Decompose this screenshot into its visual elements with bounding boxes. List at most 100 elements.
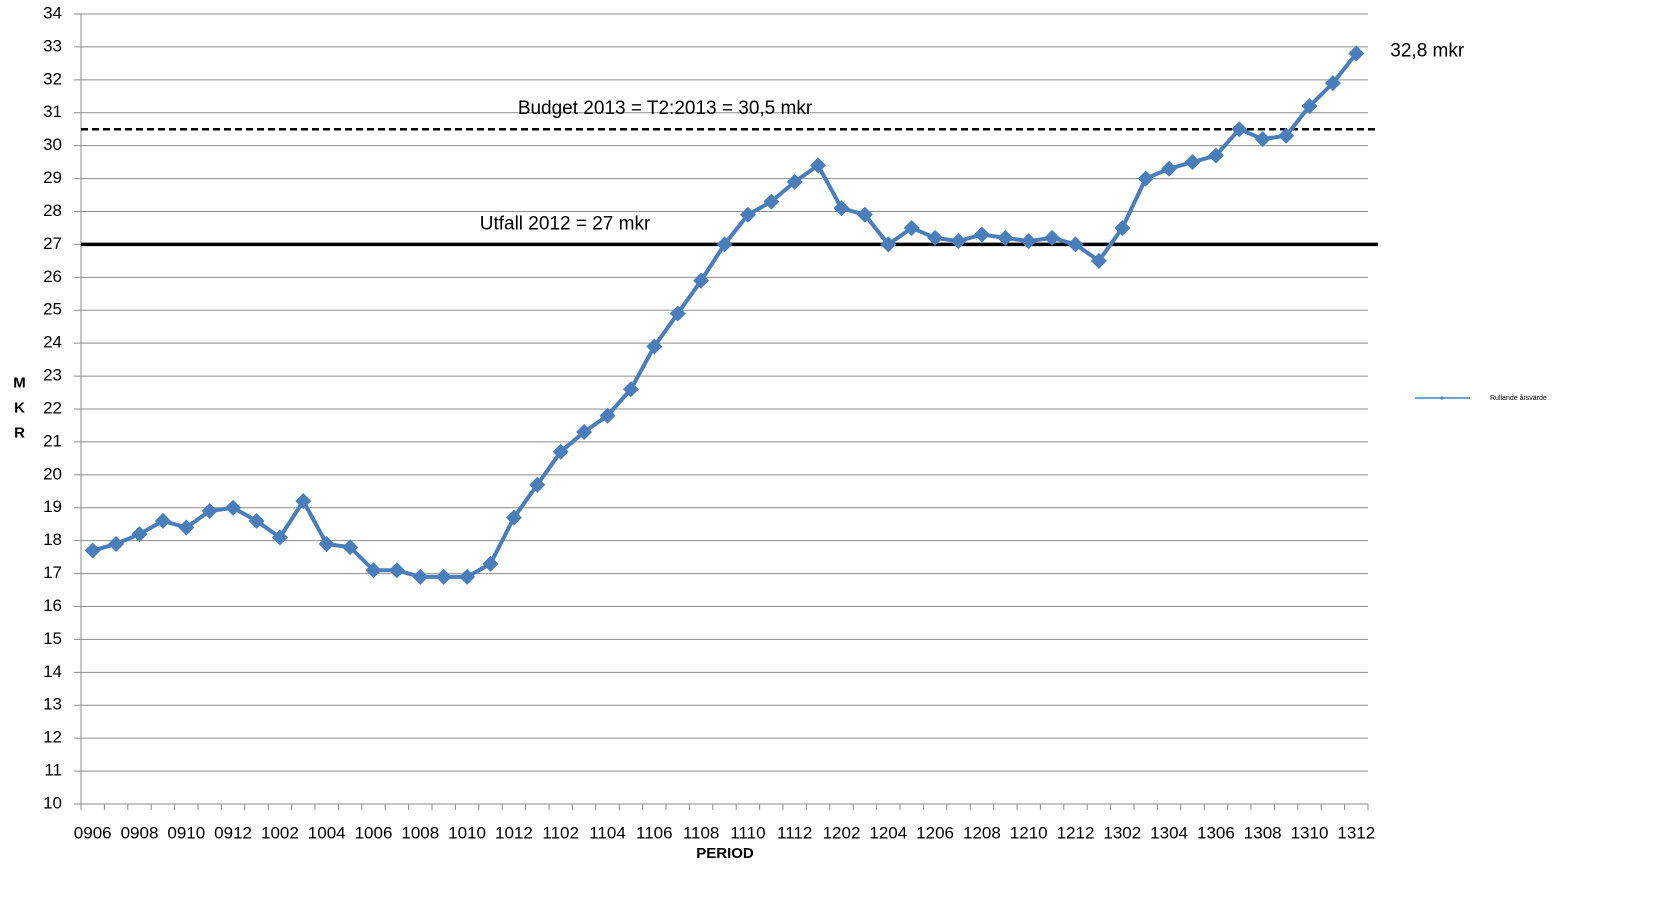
y-tick-label: 22 <box>43 398 62 417</box>
data-marker <box>84 542 101 559</box>
data-marker <box>482 555 499 572</box>
x-tick-label: 1106 <box>636 823 673 842</box>
x-tick-label: 1208 <box>963 823 1001 842</box>
x-tick-label: 0912 <box>214 823 252 842</box>
x-tick-label: 1306 <box>1197 823 1235 842</box>
data-marker <box>669 305 686 322</box>
data-line <box>92 52 1358 579</box>
x-tick-label: 1002 <box>261 823 299 842</box>
data-marker <box>529 476 546 493</box>
y-tick-label: 33 <box>43 36 62 55</box>
y-tick-label: 34 <box>43 3 62 22</box>
data-marker <box>271 529 288 546</box>
x-axis-label: PERIOD <box>696 845 754 862</box>
y-axis-label: MKR <box>11 375 28 450</box>
y-tick-label: 18 <box>43 530 62 549</box>
x-tick-label: 1202 <box>823 823 861 842</box>
y-tick-label: 27 <box>43 234 62 253</box>
data-marker <box>131 526 148 543</box>
y-tick-label: 13 <box>43 695 62 714</box>
x-tick-label: 1006 <box>355 823 393 842</box>
data-marker <box>318 535 335 552</box>
data-marker <box>1114 219 1131 236</box>
y-tick-label: 21 <box>43 431 62 450</box>
reference-label: Utfall 2012 = 27 mkr <box>480 213 651 234</box>
legend-label: Rullande årsvärde <box>1490 394 1547 402</box>
x-tick-label: 1206 <box>916 823 954 842</box>
data-marker <box>646 338 663 355</box>
x-tick-label: 0906 <box>74 823 112 842</box>
data-marker <box>225 499 242 516</box>
x-tick-label: 1110 <box>730 823 765 842</box>
x-tick-label: 1108 <box>683 823 720 842</box>
data-marker <box>388 562 405 579</box>
data-marker <box>1324 75 1341 92</box>
y-tick-label: 31 <box>43 102 62 121</box>
data-marker <box>248 512 265 529</box>
y-tick-label: 16 <box>43 596 62 615</box>
data-marker <box>1254 131 1271 148</box>
data-marker <box>505 509 522 526</box>
y-tick-label: 14 <box>43 662 62 681</box>
data-marker <box>154 512 171 529</box>
x-tick-label: 1204 <box>869 823 907 842</box>
data-marker <box>880 236 897 253</box>
x-tick-label: 1212 <box>1057 823 1095 842</box>
y-tick-label: 12 <box>43 728 62 747</box>
data-marker <box>927 229 944 246</box>
data-marker <box>178 519 195 536</box>
y-tick-label: 17 <box>43 563 62 582</box>
x-tick-label: 1312 <box>1337 823 1375 842</box>
data-marker <box>1301 98 1318 115</box>
data-marker <box>833 200 850 217</box>
x-tick-label: 1112 <box>777 823 812 842</box>
data-marker <box>1067 236 1084 253</box>
data-marker <box>856 206 873 223</box>
data-marker <box>459 568 476 585</box>
x-tick-label: 1210 <box>1010 823 1048 842</box>
data-marker <box>1207 147 1224 164</box>
y-tick-label: 30 <box>43 135 62 154</box>
data-marker <box>1278 127 1295 144</box>
y-tick-label: 20 <box>43 464 62 483</box>
data-marker <box>973 226 990 243</box>
x-tick-label: 1012 <box>495 823 533 842</box>
data-marker <box>693 272 710 289</box>
y-tick-label: 32 <box>43 69 62 88</box>
x-tick-label: 1310 <box>1291 823 1329 842</box>
x-tick-label: 0910 <box>167 823 205 842</box>
y-tick-label: 10 <box>43 793 62 812</box>
data-marker <box>1020 233 1037 250</box>
y-tick-label: 24 <box>43 333 62 352</box>
x-tick-label: 1004 <box>308 823 346 842</box>
x-tick-label: 0908 <box>121 823 159 842</box>
data-marker <box>576 424 593 441</box>
reference-label: Budget 2013 = T2:2013 = 30,5 mkr <box>518 98 813 119</box>
data-marker <box>1161 160 1178 177</box>
data-marker <box>1231 121 1248 138</box>
data-marker <box>1044 229 1061 246</box>
data-marker <box>365 562 382 579</box>
x-tick-label: 1302 <box>1103 823 1141 842</box>
data-marker <box>997 229 1014 246</box>
y-tick-label: 26 <box>43 267 62 286</box>
data-marker <box>716 236 733 253</box>
x-tick-label: 1304 <box>1150 823 1188 842</box>
y-tick-label: 19 <box>43 497 62 516</box>
data-marker <box>1348 45 1365 62</box>
y-tick-label: 23 <box>43 366 62 385</box>
data-marker <box>552 443 569 460</box>
y-tick-label: 11 <box>44 761 62 780</box>
legend-marker <box>1440 396 1444 400</box>
data-marker <box>435 568 452 585</box>
data-marker <box>295 493 312 510</box>
data-marker <box>412 568 429 585</box>
data-marker <box>950 233 967 250</box>
data-marker <box>1137 170 1154 187</box>
data-marker <box>763 193 780 210</box>
data-marker <box>201 503 218 520</box>
data-marker <box>1184 154 1201 171</box>
y-tick-label: 15 <box>43 629 62 648</box>
